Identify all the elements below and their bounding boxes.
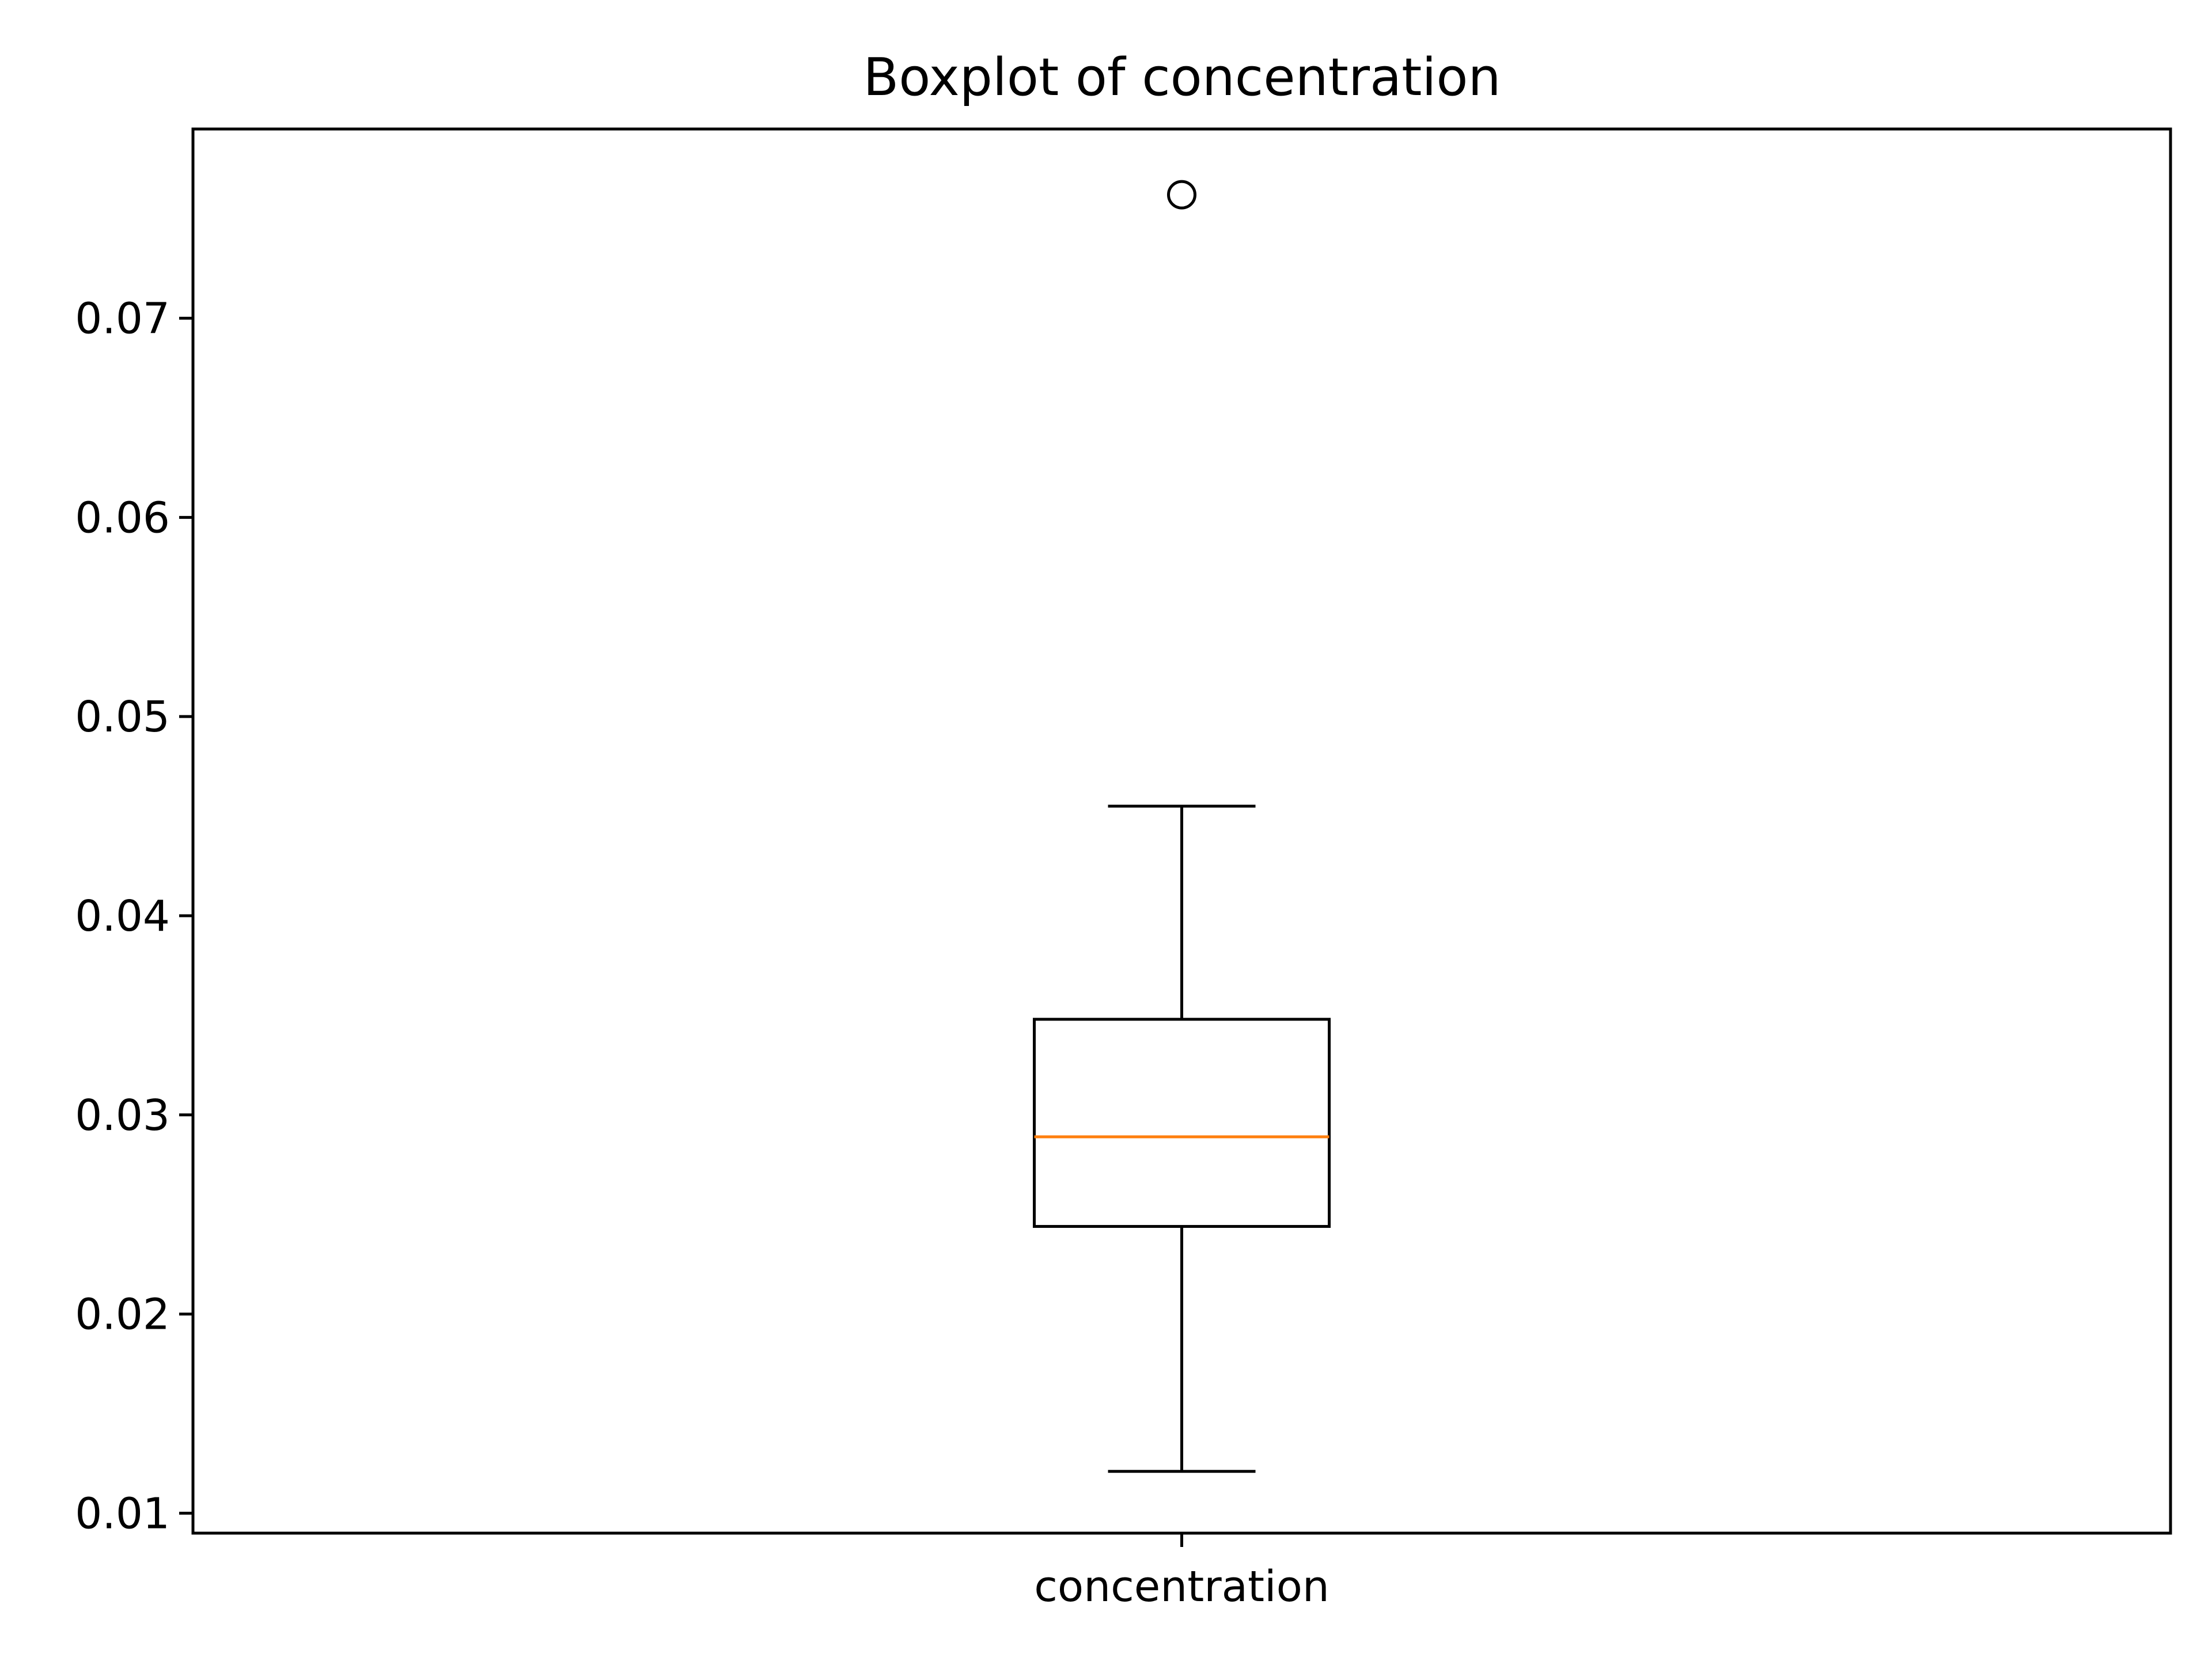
y-tick-label: 0.01 bbox=[75, 1489, 170, 1538]
outlier-point bbox=[1167, 180, 1196, 210]
axis-ticks: 0.01 0.02 0.03 0.04 0.05 0.06 0.07 concentratio… bbox=[75, 294, 1330, 1611]
x-tick-label: concentration bbox=[1034, 1562, 1330, 1611]
y-tick-label: 0.05 bbox=[75, 692, 170, 742]
y-tick-label: 0.02 bbox=[75, 1290, 170, 1340]
y-tick-label: 0.04 bbox=[75, 892, 170, 941]
chart-title: Boxplot of concentration bbox=[863, 47, 1501, 108]
y-tick-label: 0.06 bbox=[75, 493, 170, 543]
iqr-box bbox=[1033, 1018, 1331, 1228]
boxplot-marks bbox=[1033, 180, 1331, 1473]
y-tick-label: 0.07 bbox=[75, 294, 170, 344]
y-tick-label: 0.03 bbox=[75, 1091, 170, 1140]
